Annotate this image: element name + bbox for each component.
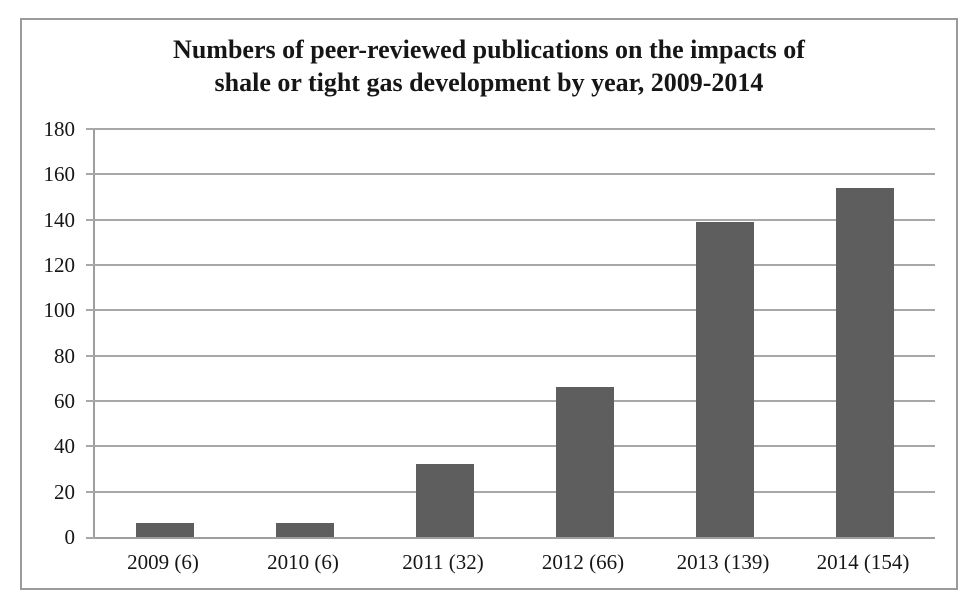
y-tick-label-40: 40 xyxy=(54,434,75,459)
gridline-y-180 xyxy=(86,128,935,130)
axis-tick-y-0 xyxy=(86,537,95,539)
bar-2009 xyxy=(136,523,194,537)
gridline-y-40 xyxy=(86,445,935,448)
y-tick-label-80: 80 xyxy=(54,343,75,368)
x-tick-label-2013: 2013 (139) xyxy=(676,550,770,574)
gridline-y-100 xyxy=(86,309,935,312)
y-tick-label-60: 60 xyxy=(54,389,75,413)
bar-2012 xyxy=(556,387,614,537)
chart-title-line-2: shale or tight gas development by year, … xyxy=(214,68,764,97)
y-tick-label-20: 20 xyxy=(54,479,75,504)
bar-2014 xyxy=(836,187,894,537)
gridline-y-60 xyxy=(86,400,935,402)
gridline-y-120 xyxy=(86,264,935,266)
y-tick-label-120: 120 xyxy=(43,253,76,277)
y-tick-label-160: 160 xyxy=(43,162,76,187)
chart-frame: Numbers of peer-reviewed publications on… xyxy=(20,18,958,590)
bar-2011 xyxy=(416,464,474,537)
y-tick-label-0: 0 xyxy=(64,525,76,549)
chart-title-line-1: Numbers of peer-reviewed publications on… xyxy=(173,35,805,64)
x-tick-label-2009: 2009 (6) xyxy=(127,550,199,574)
x-tick-label-2014: 2014 (154) xyxy=(816,550,910,574)
gridline-y-140 xyxy=(86,218,935,221)
chart-title: Numbers of peer-reviewed publications on… xyxy=(22,33,956,99)
gridline-y-80 xyxy=(86,354,935,357)
x-tick-label-2012: 2012 (66) xyxy=(541,550,625,574)
plot-area xyxy=(86,128,935,539)
bar-2010 xyxy=(276,523,334,537)
x-tick-label-2010: 2010 (6) xyxy=(267,550,339,574)
gridline-y-20 xyxy=(86,490,935,493)
x-tick-label-2011: 2011 (32) xyxy=(402,550,484,574)
y-tick-label-180: 180 xyxy=(43,117,76,141)
gridline-y-160 xyxy=(86,173,935,176)
bar-2013 xyxy=(696,221,754,537)
y-tick-label-100: 100 xyxy=(43,298,76,323)
y-tick-label-140: 140 xyxy=(43,207,76,232)
